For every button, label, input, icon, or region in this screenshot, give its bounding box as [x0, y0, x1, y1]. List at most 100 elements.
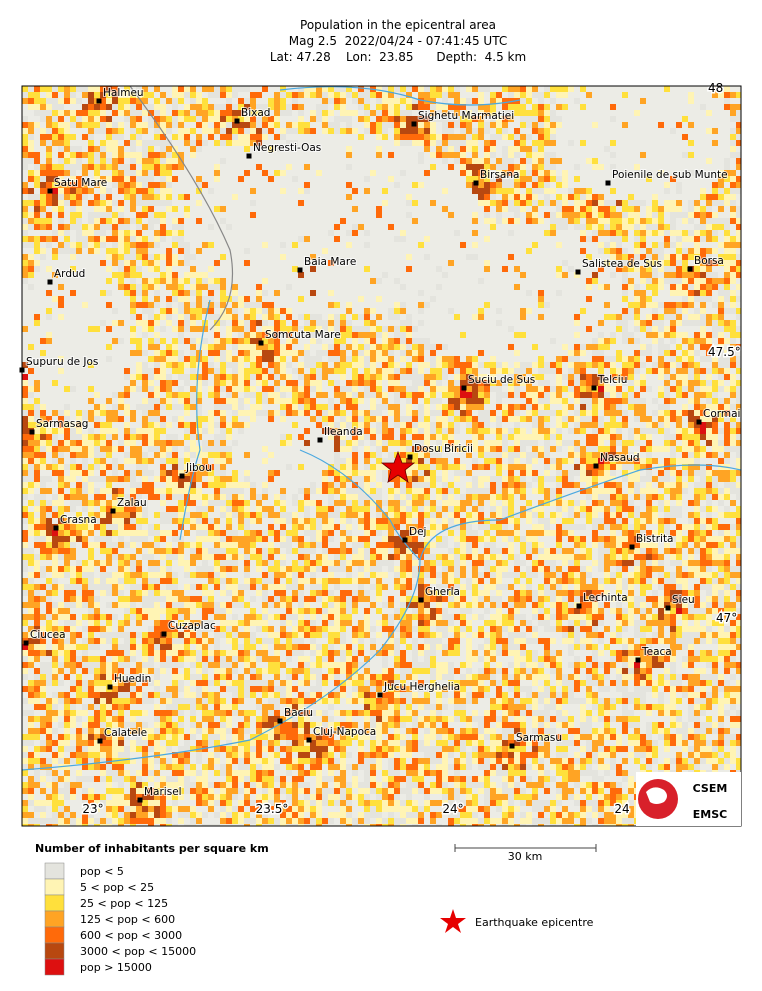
pop-cell: [532, 434, 538, 440]
pop-cell: [394, 86, 400, 92]
pop-cell: [172, 392, 178, 398]
pop-cell: [610, 248, 616, 254]
pop-cell: [376, 278, 382, 284]
pop-cell: [460, 500, 466, 506]
pop-cell: [454, 98, 460, 104]
pop-cell: [154, 134, 160, 140]
pop-cell: [664, 260, 670, 266]
pop-cell: [526, 500, 532, 506]
pop-cell: [244, 320, 250, 326]
pop-cell: [688, 236, 694, 242]
pop-cell: [100, 212, 106, 218]
pop-cell: [382, 134, 388, 140]
pop-cell: [496, 182, 502, 188]
pop-cell: [154, 320, 160, 326]
pop-cell: [676, 500, 682, 506]
pop-cell: [616, 212, 622, 218]
pop-cell: [616, 452, 622, 458]
pop-cell: [334, 512, 340, 518]
pop-cell: [202, 182, 208, 188]
pop-cell: [688, 428, 694, 434]
pop-cell: [28, 218, 34, 224]
pop-cell: [676, 374, 682, 380]
pop-cell: [442, 116, 448, 122]
pop-cell: [640, 218, 646, 224]
pop-cell: [154, 218, 160, 224]
pop-cell: [700, 386, 706, 392]
pop-cell: [256, 302, 262, 308]
pop-cell: [82, 518, 88, 524]
pop-cell: [604, 284, 610, 290]
pop-cell: [160, 464, 166, 470]
pop-cell: [112, 110, 118, 116]
pop-cell: [232, 92, 238, 98]
pop-cell: [502, 476, 508, 482]
pop-cell: [562, 506, 568, 512]
pop-cell: [736, 104, 741, 110]
pop-cell: [544, 464, 550, 470]
pop-cell: [82, 482, 88, 488]
pop-cell: [634, 284, 640, 290]
pop-cell: [664, 404, 670, 410]
pop-cell: [442, 416, 448, 422]
pop-cell: [592, 440, 598, 446]
pop-cell: [280, 326, 286, 332]
pop-cell: [460, 98, 466, 104]
pop-cell: [184, 134, 190, 140]
pop-cell: [94, 200, 100, 206]
pop-cell: [280, 254, 286, 260]
pop-cell: [226, 506, 232, 512]
pop-cell: [364, 380, 370, 386]
pop-cell: [142, 386, 148, 392]
pop-cell: [658, 332, 664, 338]
pop-cell: [22, 212, 28, 218]
pop-cell: [244, 116, 250, 122]
pop-cell: [412, 140, 418, 146]
pop-cell: [388, 308, 394, 314]
pop-cell: [688, 422, 694, 428]
pop-cell: [472, 488, 478, 494]
pop-cell: [418, 368, 424, 374]
pop-cell: [634, 200, 640, 206]
pop-cell: [718, 206, 724, 212]
pop-cell: [256, 518, 262, 524]
pop-cell: [622, 440, 628, 446]
pop-cell: [592, 158, 598, 164]
pop-cell: [328, 512, 334, 518]
pop-cell: [478, 314, 484, 320]
pop-cell: [424, 458, 430, 464]
pop-cell: [154, 200, 160, 206]
pop-cell: [484, 188, 490, 194]
pop-cell: [148, 206, 154, 212]
pop-cell: [448, 308, 454, 314]
pop-cell: [28, 464, 34, 470]
pop-cell: [586, 206, 592, 212]
pop-cell: [634, 326, 640, 332]
pop-cell: [244, 122, 250, 128]
pop-cell: [208, 494, 214, 500]
pop-cell: [586, 158, 592, 164]
pop-cell: [502, 122, 508, 128]
pop-cell: [76, 86, 82, 92]
pop-cell: [448, 512, 454, 518]
pop-cell: [226, 428, 232, 434]
pop-cell: [88, 182, 94, 188]
pop-cell: [514, 512, 520, 518]
pop-cell: [34, 194, 40, 200]
pop-cell: [196, 176, 202, 182]
pop-cell: [520, 404, 526, 410]
pop-cell: [484, 170, 490, 176]
pop-cell: [592, 452, 598, 458]
pop-cell: [736, 176, 741, 182]
pop-cell: [232, 110, 238, 116]
pop-cell: [430, 356, 436, 362]
pop-cell: [664, 236, 670, 242]
pop-cell: [538, 302, 544, 308]
pop-cell: [688, 476, 694, 482]
pop-cell: [100, 446, 106, 452]
pop-cell: [496, 122, 502, 128]
pop-cell: [52, 116, 58, 122]
pop-cell: [442, 344, 448, 350]
pop-cell: [544, 104, 550, 110]
pop-cell: [172, 92, 178, 98]
